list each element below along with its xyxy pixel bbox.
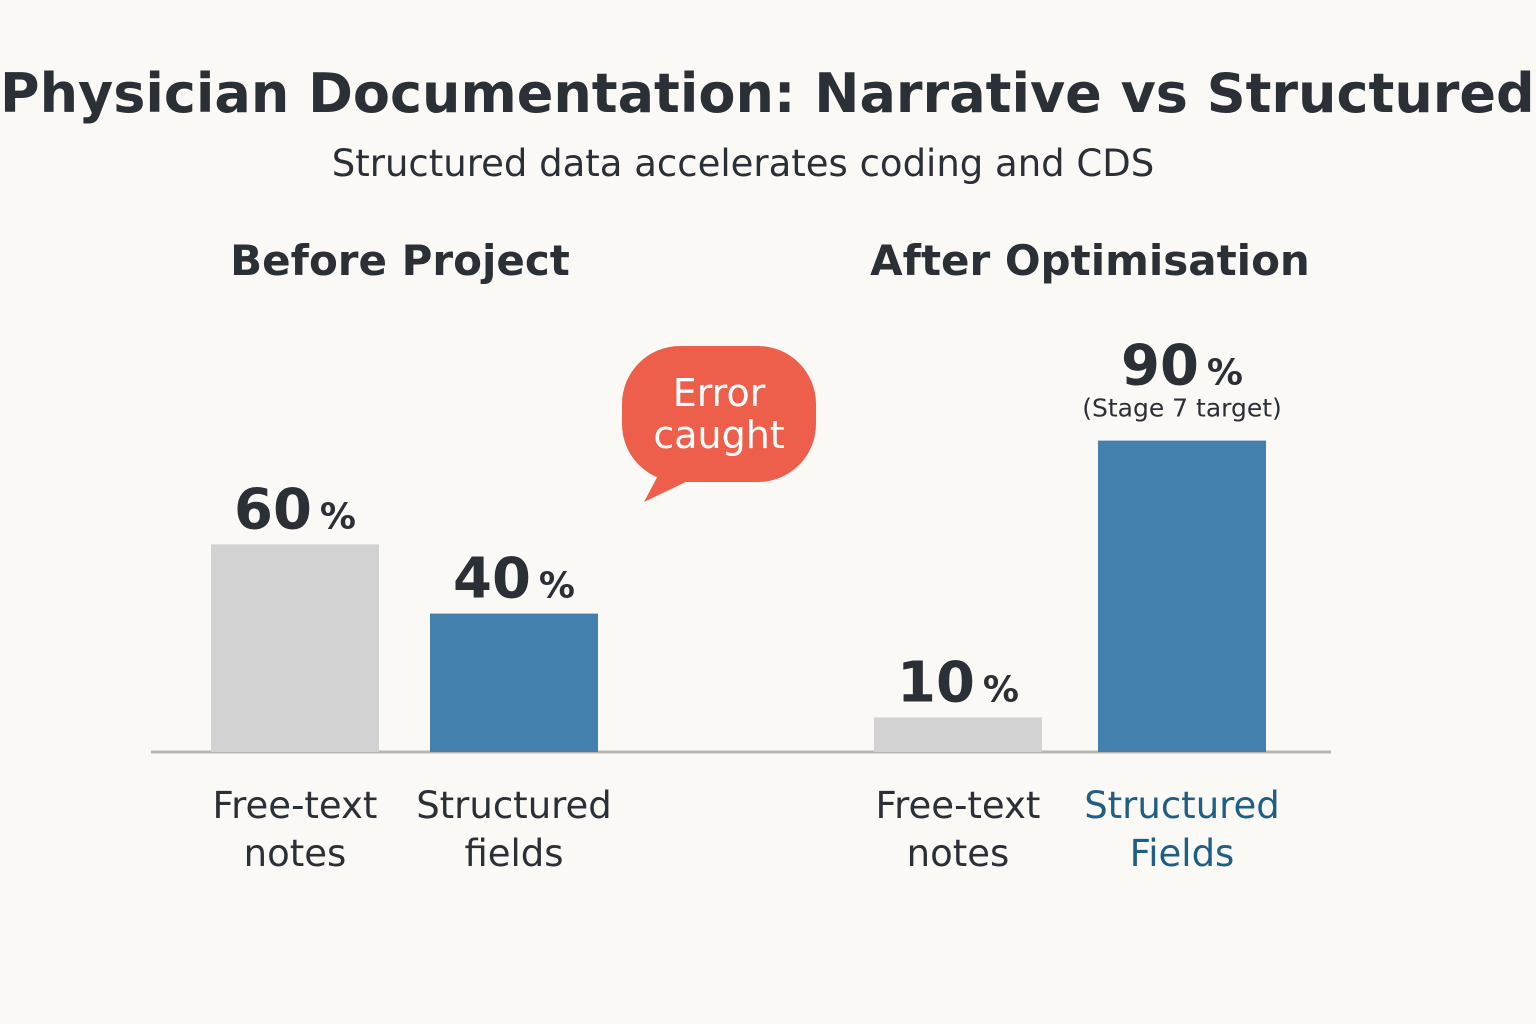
category-label: Free-text notes [876, 784, 1041, 875]
category-label: Structured fields [416, 784, 612, 875]
callout-tail [644, 468, 694, 502]
category-label: Free-text notes [213, 784, 378, 875]
error-caught-callout: Error caught [622, 346, 816, 502]
bar-note-label: (Stage 7 target) [1082, 394, 1282, 423]
bar-value-label: 40% [453, 547, 575, 612]
bar-1-0 [874, 717, 1042, 752]
bar-0-0 [211, 544, 379, 752]
group-title-after: After Optimisation [870, 236, 1310, 285]
bar-value-label: 10% [897, 650, 1019, 715]
category-label: Structured Fields [1084, 784, 1280, 875]
bar-value-label: 90% [1121, 334, 1243, 399]
group-title-before: Before Project [230, 236, 570, 285]
chart-title: Physician Documentation: Narrative vs St… [0, 62, 1535, 125]
callout-bubble [622, 346, 816, 482]
chart-subtitle: Structured data accelerates coding and C… [331, 142, 1155, 185]
bar-1-1 [1098, 440, 1266, 752]
bar-value-label: 60% [234, 477, 356, 542]
callout-text: Error caught [653, 371, 784, 457]
bar-0-1 [430, 613, 598, 752]
